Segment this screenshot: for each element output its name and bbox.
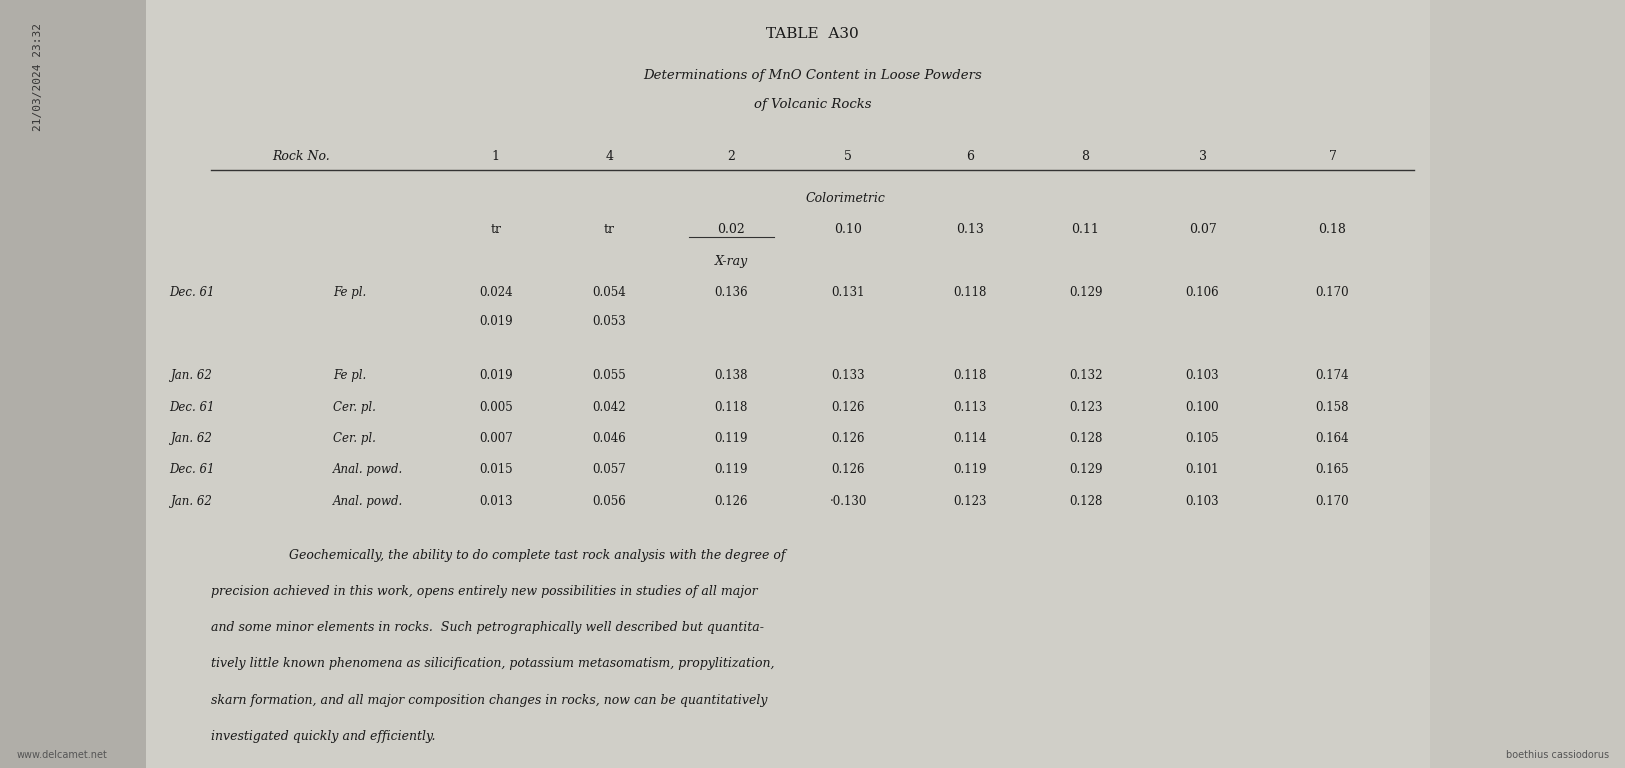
Text: 0.07: 0.07 <box>1188 223 1217 236</box>
Text: Anal. powd.: Anal. powd. <box>333 463 403 476</box>
Text: 0.138: 0.138 <box>715 369 748 382</box>
Text: 0.118: 0.118 <box>954 369 986 382</box>
Text: 0.119: 0.119 <box>954 463 986 476</box>
Text: tr: tr <box>491 223 500 236</box>
Text: 0.105: 0.105 <box>1186 432 1219 445</box>
Text: 0.13: 0.13 <box>956 223 985 236</box>
Text: Cer. pl.: Cer. pl. <box>333 432 375 445</box>
Text: 0.053: 0.053 <box>593 315 626 328</box>
Text: tr: tr <box>604 223 614 236</box>
Text: 0.158: 0.158 <box>1316 401 1349 414</box>
Text: 0.118: 0.118 <box>715 401 748 414</box>
Text: 3: 3 <box>1199 150 1206 163</box>
Text: 0.129: 0.129 <box>1069 286 1102 299</box>
Text: 0.11: 0.11 <box>1071 223 1100 236</box>
Text: ·0.130: ·0.130 <box>830 495 868 508</box>
Text: Jan. 62: Jan. 62 <box>171 369 213 382</box>
Text: Rock No.: Rock No. <box>271 150 330 163</box>
Text: 0.015: 0.015 <box>479 463 512 476</box>
Text: 7: 7 <box>1329 150 1336 163</box>
Text: 0.103: 0.103 <box>1186 495 1219 508</box>
Text: 0.136: 0.136 <box>715 286 748 299</box>
Text: 0.129: 0.129 <box>1069 463 1102 476</box>
Text: 0.02: 0.02 <box>717 223 746 236</box>
Text: 0.054: 0.054 <box>593 286 626 299</box>
Text: 0.133: 0.133 <box>832 369 864 382</box>
Text: 4: 4 <box>606 150 613 163</box>
Text: 21/03/2024 23:32: 21/03/2024 23:32 <box>32 23 42 131</box>
Text: 0.019: 0.019 <box>479 369 512 382</box>
Text: 0.128: 0.128 <box>1069 432 1102 445</box>
Text: Fe pl.: Fe pl. <box>333 369 366 382</box>
Text: 0.174: 0.174 <box>1316 369 1349 382</box>
Text: Jan. 62: Jan. 62 <box>171 495 213 508</box>
Text: Cer. pl.: Cer. pl. <box>333 401 375 414</box>
Text: 0.119: 0.119 <box>715 463 748 476</box>
Text: skarn formation, and all major composition changes in rocks, now can be quantita: skarn formation, and all major compositi… <box>211 694 767 707</box>
Text: www.delcamet.net: www.delcamet.net <box>16 750 107 760</box>
Text: Dec. 61: Dec. 61 <box>169 401 215 414</box>
Text: 0.123: 0.123 <box>1069 401 1102 414</box>
Text: 0.046: 0.046 <box>593 432 626 445</box>
Text: 0.056: 0.056 <box>593 495 626 508</box>
Text: and some minor elements in rocks.  Such petrographically well described but quan: and some minor elements in rocks. Such p… <box>211 621 764 634</box>
Text: 0.170: 0.170 <box>1316 495 1349 508</box>
Text: 0.131: 0.131 <box>832 286 864 299</box>
Text: 0.126: 0.126 <box>832 432 864 445</box>
Text: 0.024: 0.024 <box>479 286 512 299</box>
Text: 0.18: 0.18 <box>1318 223 1347 236</box>
Text: 0.101: 0.101 <box>1186 463 1219 476</box>
Text: 0.128: 0.128 <box>1069 495 1102 508</box>
Text: 6: 6 <box>967 150 973 163</box>
Text: 0.042: 0.042 <box>593 401 626 414</box>
FancyBboxPatch shape <box>1430 0 1625 768</box>
Text: 0.057: 0.057 <box>593 463 626 476</box>
Text: precision achieved in this work, opens entirely new possibilities in studies of : precision achieved in this work, opens e… <box>211 585 757 598</box>
Text: Anal. powd.: Anal. powd. <box>333 495 403 508</box>
Text: Geochemically, the ability to do complete tast rock analysis with the degree of: Geochemically, the ability to do complet… <box>289 549 786 562</box>
Text: tively little known phenomena as silicification, potassium metasomatism, propyli: tively little known phenomena as silicif… <box>211 657 775 670</box>
FancyBboxPatch shape <box>0 0 146 768</box>
Text: 0.114: 0.114 <box>954 432 986 445</box>
Text: 5: 5 <box>845 150 852 163</box>
Text: 0.055: 0.055 <box>593 369 626 382</box>
Text: Fe pl.: Fe pl. <box>333 286 366 299</box>
Text: of Volcanic Rocks: of Volcanic Rocks <box>754 98 871 111</box>
Text: 0.019: 0.019 <box>479 315 512 328</box>
Text: 2: 2 <box>728 150 734 163</box>
Text: 0.007: 0.007 <box>479 432 512 445</box>
Text: Colorimetric: Colorimetric <box>804 192 886 205</box>
Text: 0.126: 0.126 <box>832 463 864 476</box>
Text: 0.118: 0.118 <box>954 286 986 299</box>
Text: investigated quickly and efficiently.: investigated quickly and efficiently. <box>211 730 436 743</box>
Text: 0.164: 0.164 <box>1316 432 1349 445</box>
Text: 0.100: 0.100 <box>1186 401 1219 414</box>
Text: Jan. 62: Jan. 62 <box>171 432 213 445</box>
Text: 8: 8 <box>1082 150 1089 163</box>
Text: Dec. 61: Dec. 61 <box>169 286 215 299</box>
Text: 0.119: 0.119 <box>715 432 748 445</box>
Text: TABLE  A30: TABLE A30 <box>765 27 860 41</box>
Text: 0.170: 0.170 <box>1316 286 1349 299</box>
Text: 0.005: 0.005 <box>479 401 512 414</box>
Text: 0.103: 0.103 <box>1186 369 1219 382</box>
Text: boethius cassiodorus: boethius cassiodorus <box>1506 750 1609 760</box>
Text: X-ray: X-ray <box>715 255 748 268</box>
Text: 0.165: 0.165 <box>1316 463 1349 476</box>
Text: 0.123: 0.123 <box>954 495 986 508</box>
Text: Determinations of MnO Content in Loose Powders: Determinations of MnO Content in Loose P… <box>644 69 982 82</box>
Text: Dec. 61: Dec. 61 <box>169 463 215 476</box>
Text: 0.126: 0.126 <box>832 401 864 414</box>
Text: 0.10: 0.10 <box>834 223 863 236</box>
Text: 0.013: 0.013 <box>479 495 512 508</box>
Text: 0.132: 0.132 <box>1069 369 1102 382</box>
Text: 0.106: 0.106 <box>1186 286 1219 299</box>
Text: 0.126: 0.126 <box>715 495 748 508</box>
Text: 0.113: 0.113 <box>954 401 986 414</box>
Text: 1: 1 <box>492 150 499 163</box>
